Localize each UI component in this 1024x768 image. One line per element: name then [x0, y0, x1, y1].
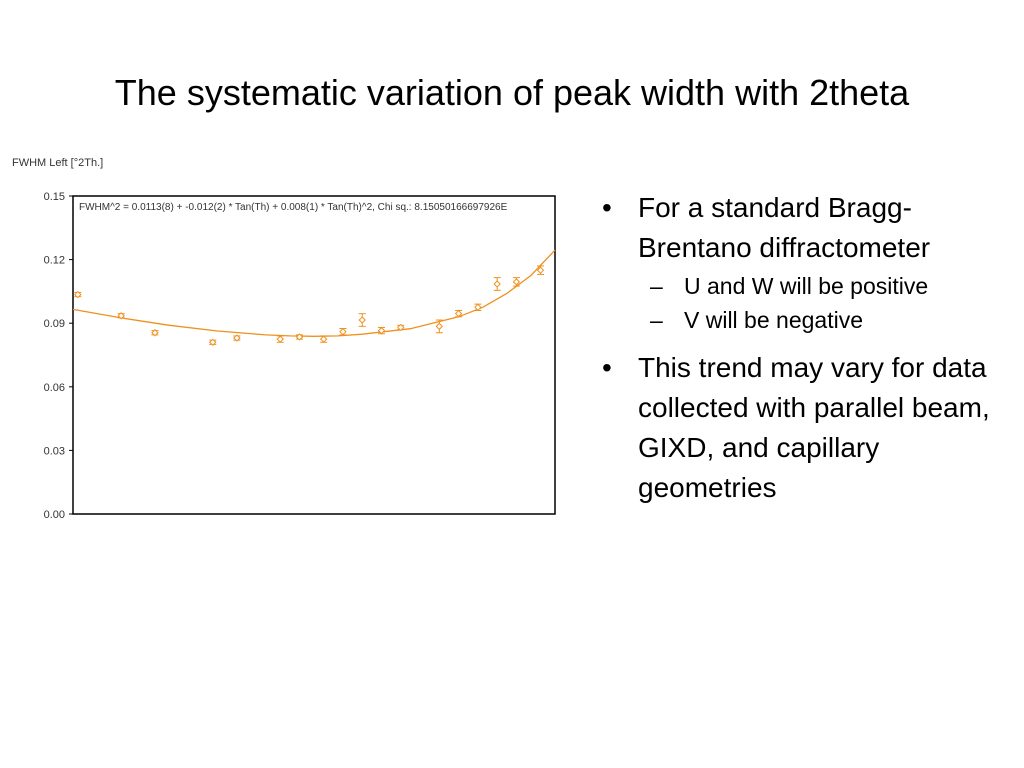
diamond-marker: [512, 278, 521, 286]
diamond-marker: [233, 334, 241, 342]
y-tick-label: 0.03: [44, 445, 65, 457]
bullet-text: This trend may vary for data collected w…: [638, 352, 990, 503]
diamond-marker: [209, 338, 217, 346]
diamond-marker: [74, 290, 82, 299]
diamond-marker: [295, 333, 304, 341]
diamond-marker: [339, 327, 347, 336]
y-tick-label: 0.12: [44, 255, 65, 267]
sub-bullet-item-1: U and W will be positive: [596, 270, 1006, 302]
data-point: [454, 309, 463, 318]
diamond-marker: [276, 335, 284, 343]
y-ticks: 0.00 0.03 0.06 0.09 0.12 0.15: [44, 191, 73, 521]
data-point: [209, 338, 217, 346]
data-point: [435, 319, 444, 334]
diamond-marker: [435, 322, 444, 331]
diamond-marker: [474, 303, 482, 312]
data-point: [474, 303, 482, 312]
fwhm-chart: FWHM Left [°2Th.] 0.00 0.03 0.06 0.09 0.12 0.…: [0, 148, 590, 538]
y-tick-label: 0.15: [44, 191, 65, 203]
diamond-marker: [536, 266, 545, 274]
fit-curve: [72, 249, 556, 337]
bullet-item-2: This trend may vary for data collected w…: [596, 348, 1006, 508]
bullet-text: For a standard Bragg-Brentano diffractom…: [638, 192, 931, 263]
bullet-item-1: For a standard Bragg-Brentano diffractom…: [596, 188, 1006, 268]
y-axis-label: FWHM Left [°2Th.]: [12, 157, 103, 169]
data-point: [151, 329, 159, 337]
data-point: [339, 327, 347, 336]
data-point: [319, 335, 328, 343]
diamond-marker: [358, 316, 366, 324]
data-points: [74, 265, 545, 346]
fwhm-chart-svg: FWHM Left [°2Th.] 0.000.030.060.090.120.…: [12, 157, 556, 521]
data-point: [493, 277, 501, 291]
data-point: [358, 313, 366, 327]
data-point: [74, 290, 82, 299]
data-point: [377, 326, 386, 335]
diamond-marker: [454, 309, 463, 318]
data-point: [536, 265, 545, 275]
diamond-marker: [117, 312, 125, 320]
data-point: [276, 335, 284, 343]
y-tick-label: 0.00: [44, 509, 65, 521]
diamond-marker: [151, 329, 159, 337]
y-tick-label: 0.09: [44, 318, 65, 330]
diamond-marker: [397, 323, 405, 332]
diamond-marker: [493, 280, 501, 288]
plot-area: [72, 195, 556, 515]
sub-bullet-item-2: V will be negative: [596, 304, 1006, 336]
data-point: [295, 333, 304, 341]
y-tick-label: 0.06: [44, 382, 65, 394]
fit-equation-annotation: FWHM^2 = 0.0113(8) + -0.012(2) * Tan(Th)…: [79, 202, 508, 213]
diamond-marker: [377, 326, 386, 335]
data-point: [117, 312, 125, 320]
data-point: [397, 323, 405, 332]
data-point: [233, 334, 241, 342]
data-point: [512, 277, 521, 287]
bullet-list: For a standard Bragg-Brentano diffractom…: [596, 188, 1006, 508]
slide-title: The systematic variation of peak width w…: [114, 72, 910, 113]
diamond-marker: [319, 335, 328, 343]
